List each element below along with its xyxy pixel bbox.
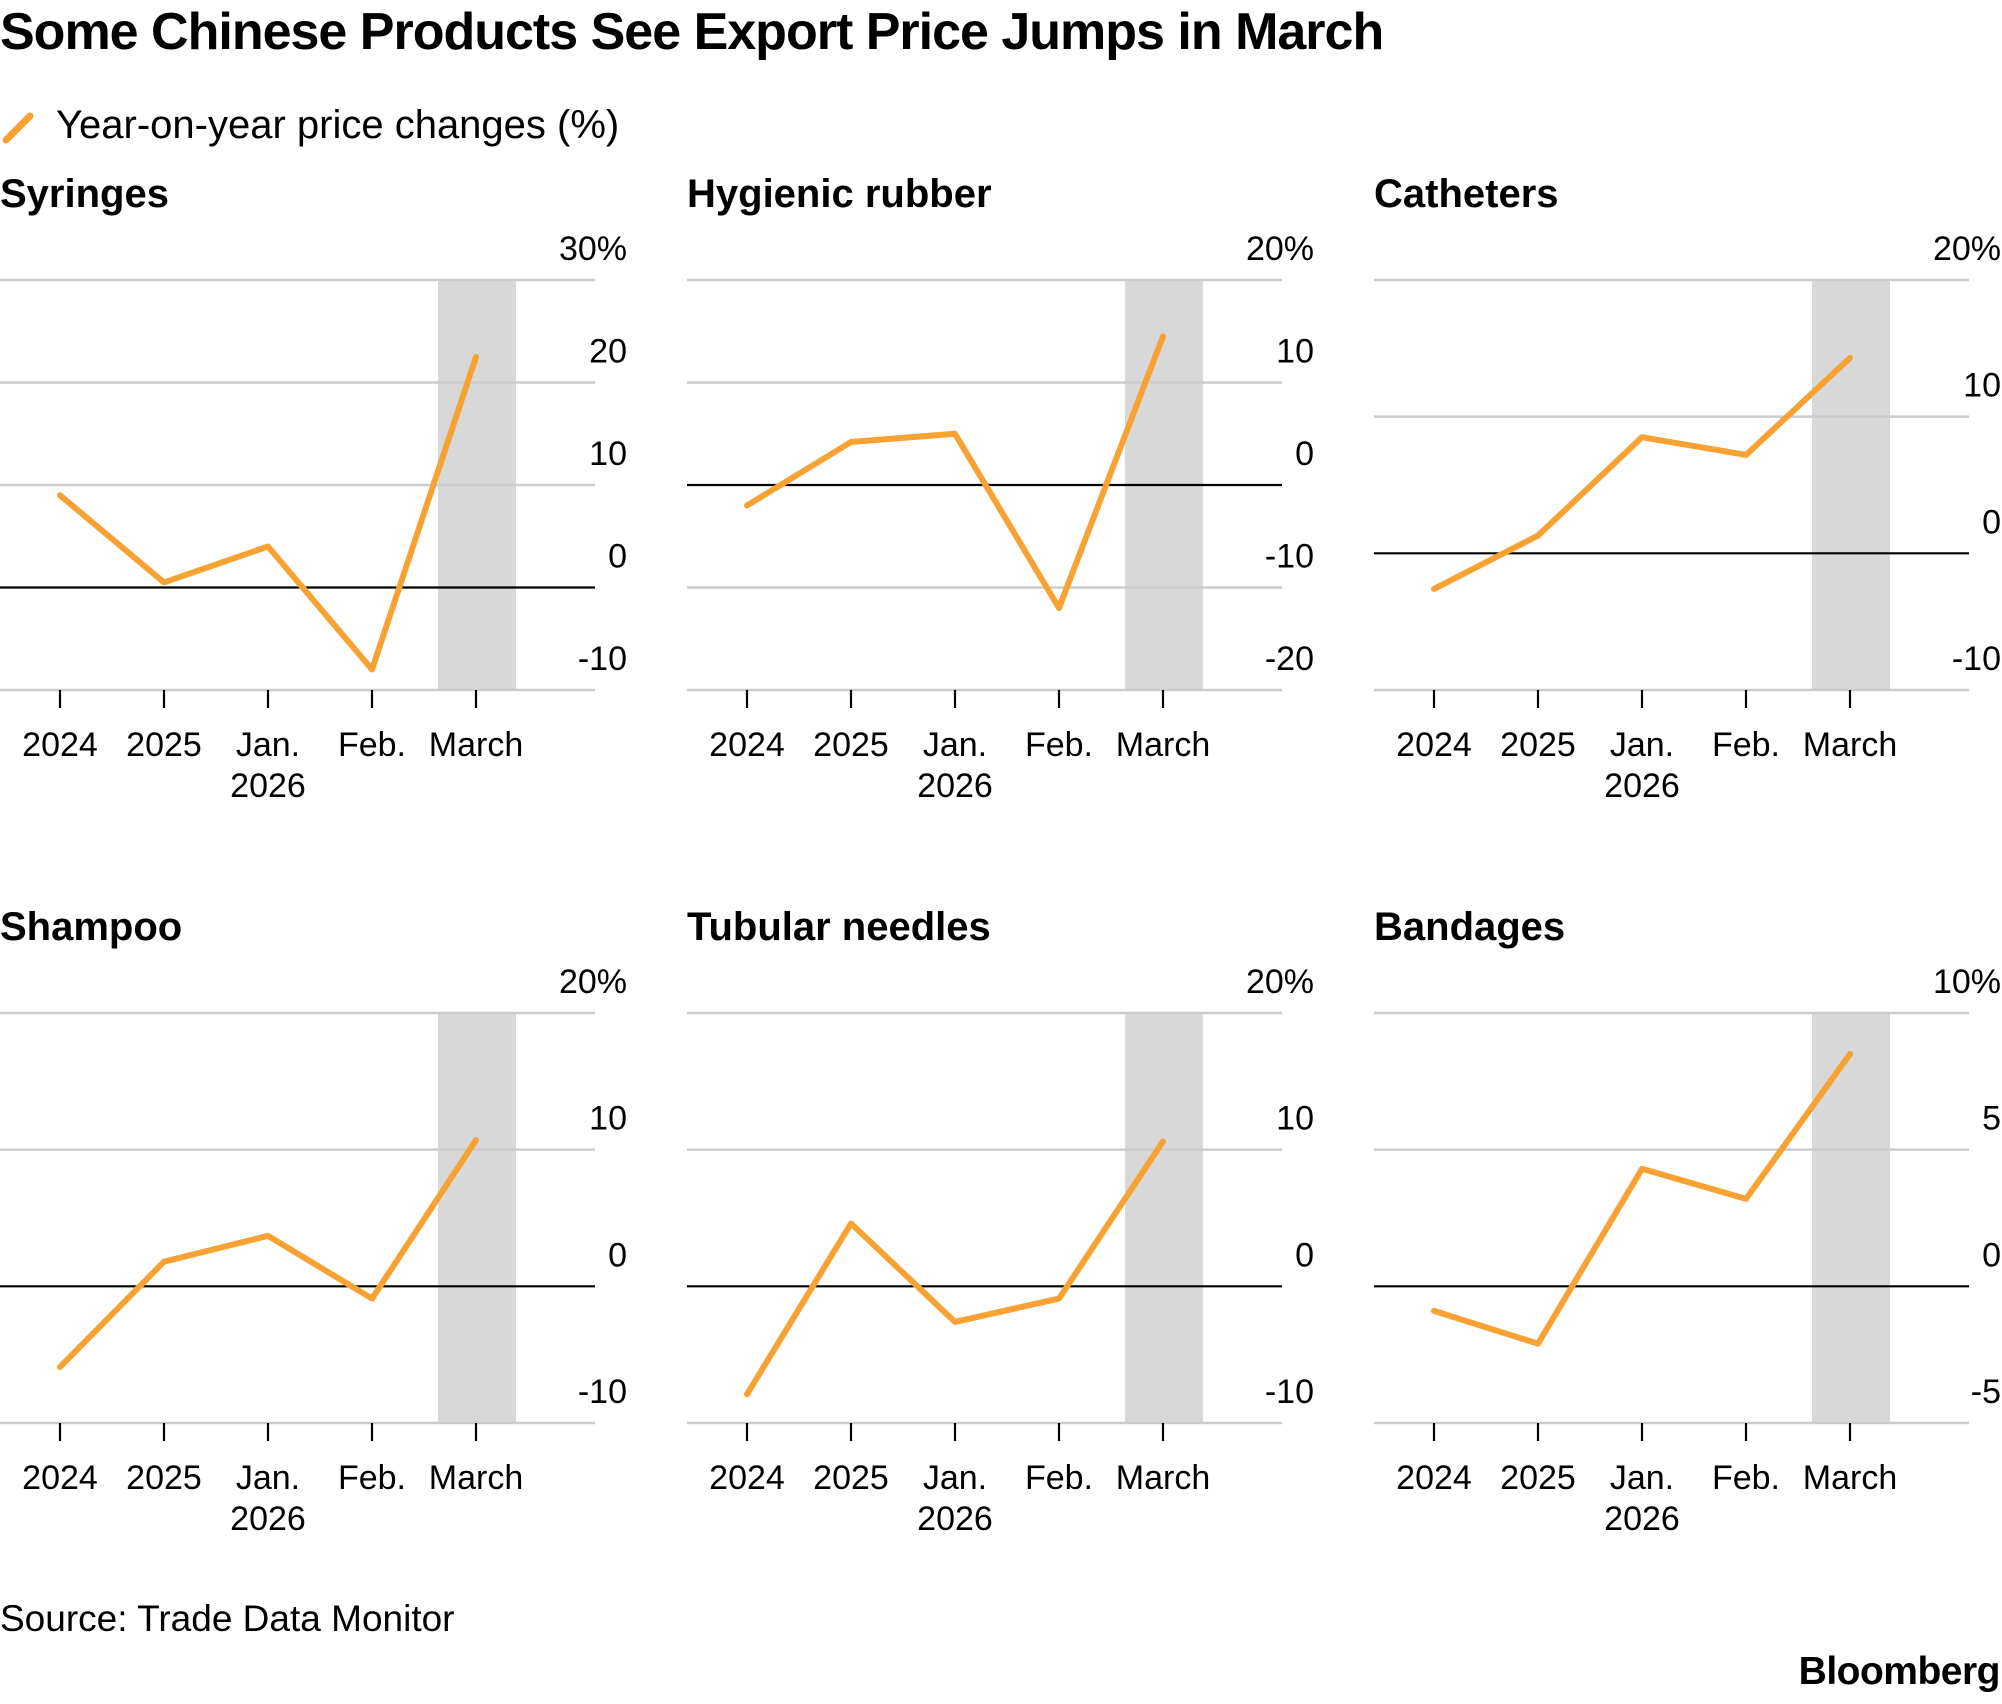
x-tick-label: Feb. xyxy=(338,1459,406,1497)
y-tick-label: 0 xyxy=(608,1236,627,1274)
x-tick-sublabel: 2026 xyxy=(230,1500,306,1538)
x-tick-label: 2024 xyxy=(1396,726,1472,764)
x-tick-label: March xyxy=(1803,726,1897,764)
x-tick-label: 2024 xyxy=(22,726,98,764)
x-tick-label: Jan. xyxy=(1610,1459,1674,1497)
chart-title: Syringes xyxy=(0,172,169,216)
x-tick-label: March xyxy=(429,726,523,764)
y-tick-label: 10 xyxy=(589,1100,627,1138)
x-tick-label: 2024 xyxy=(22,1459,98,1497)
y-tick-label: 0 xyxy=(608,538,627,576)
legend-line-swatch-icon xyxy=(2,112,34,144)
y-tick-label: 10% xyxy=(1933,963,2001,1001)
bloomberg-logo: Bloomberg xyxy=(1798,1650,2001,1693)
x-tick-label: Feb. xyxy=(1712,1459,1780,1497)
chart-title: Bandages xyxy=(1374,905,1565,949)
y-tick-label: 0 xyxy=(1982,503,2001,541)
x-tick-label: 2025 xyxy=(126,1459,202,1497)
x-tick-label: 2025 xyxy=(1500,1459,1576,1497)
x-tick-label: 2025 xyxy=(126,726,202,764)
highlight-band-march xyxy=(438,1013,516,1423)
main-title: Some Chinese Products See Export Price J… xyxy=(0,3,1384,61)
x-tick-label: 2025 xyxy=(813,726,889,764)
y-tick-label: 0 xyxy=(1982,1236,2001,1274)
x-tick-label: Jan. xyxy=(923,1459,987,1497)
chart-title: Catheters xyxy=(1374,172,1559,216)
y-tick-label: 20% xyxy=(1246,230,1314,268)
y-tick-label: -20 xyxy=(1265,640,1314,678)
series-line xyxy=(1431,1051,1853,1347)
series-line xyxy=(744,1138,1166,1398)
x-tick-label: 2024 xyxy=(1396,1459,1472,1497)
highlight-band-march xyxy=(1125,1013,1203,1423)
chart-panel-catheters: Catheters 20% 10 0 -10 2024 2025 Jan.2026 Feb. Ma… xyxy=(1374,172,2001,805)
x-tick-sublabel: 2026 xyxy=(230,767,306,805)
y-tick-label: -10 xyxy=(1265,538,1314,576)
x-tick-label: Feb. xyxy=(1025,726,1093,764)
x-tick-label: March xyxy=(429,1459,523,1497)
x-tick-label: 2024 xyxy=(709,726,785,764)
y-tick-label: 30% xyxy=(559,230,627,268)
x-tick-sublabel: 2026 xyxy=(917,1500,993,1538)
y-tick-label: -10 xyxy=(578,640,627,678)
x-tick-label: Jan. xyxy=(923,726,987,764)
chart-panel-syringes: Syringes 30% 20 10 0 -10 2024 2025 Jan.2026 Feb. M… xyxy=(0,172,627,805)
x-tick-label: 2025 xyxy=(1500,726,1576,764)
legend: Year-on-year price changes (%) xyxy=(0,100,619,150)
x-tick-sublabel: 2026 xyxy=(917,767,993,805)
y-tick-label: -10 xyxy=(1952,640,2001,678)
x-tick-label: Jan. xyxy=(236,1459,300,1497)
x-tick-label: March xyxy=(1803,1459,1897,1497)
y-tick-label: 10 xyxy=(1276,1100,1314,1138)
y-tick-label: 10 xyxy=(1276,333,1314,371)
x-tick-label: 2024 xyxy=(709,1459,785,1497)
y-tick-label: 20% xyxy=(559,963,627,1001)
x-tick-label: Feb. xyxy=(338,726,406,764)
highlight-band-march xyxy=(1812,1013,1890,1423)
y-tick-label: 20% xyxy=(1246,963,1314,1001)
x-tick-label: Jan. xyxy=(1610,726,1674,764)
x-tick-sublabel: 2026 xyxy=(1604,1500,1680,1538)
y-tick-label: 20% xyxy=(1933,230,2001,268)
series-line xyxy=(744,333,1166,611)
y-tick-label: 5 xyxy=(1982,1100,2001,1138)
chart-title: Tubular needles xyxy=(687,905,991,949)
chart-title: Hygienic rubber xyxy=(687,172,992,216)
x-tick-sublabel: 2026 xyxy=(1604,767,1680,805)
y-tick-label: 0 xyxy=(1295,435,1314,473)
source-note: Source: Trade Data Monitor xyxy=(0,1598,455,1639)
y-tick-label: 10 xyxy=(589,435,627,473)
x-tick-label: Feb. xyxy=(1712,726,1780,764)
x-tick-label: 2025 xyxy=(813,1459,889,1497)
chart-panel-bandages: Bandages 10% 5 0 -5 2024 2025 Jan.2026 Feb. March xyxy=(1374,905,2001,1538)
series-line xyxy=(57,1137,479,1370)
x-tick-label: Jan. xyxy=(236,726,300,764)
y-tick-label: 10 xyxy=(1963,367,2001,405)
series-line xyxy=(57,353,479,673)
y-tick-label: -5 xyxy=(1971,1373,2001,1411)
y-tick-label: 20 xyxy=(589,333,627,371)
chart-panel-tubular-needles: Tubular needles 20% 10 0 -10 2024 2025 Jan.2026… xyxy=(687,905,1314,1538)
highlight-band-march xyxy=(1812,280,1890,690)
x-tick-label: Feb. xyxy=(1025,1459,1093,1497)
x-tick-label: March xyxy=(1116,1459,1210,1497)
y-tick-label: 0 xyxy=(1295,1236,1314,1274)
chart-title: Shampoo xyxy=(0,905,182,949)
legend-label: Year-on-year price changes (%) xyxy=(56,102,620,147)
y-tick-label: -10 xyxy=(578,1373,627,1411)
chart-panel-hygienic-rubber: Hygienic rubber 20% 10 0 -10 -20 2024 2025 Jan.2… xyxy=(687,172,1314,805)
x-tick-label: March xyxy=(1116,726,1210,764)
y-tick-label: -10 xyxy=(1265,1373,1314,1411)
chart-panel-shampoo: Shampoo 20% 10 0 -10 2024 2025 Jan.2026 Feb. Marc… xyxy=(0,905,627,1538)
